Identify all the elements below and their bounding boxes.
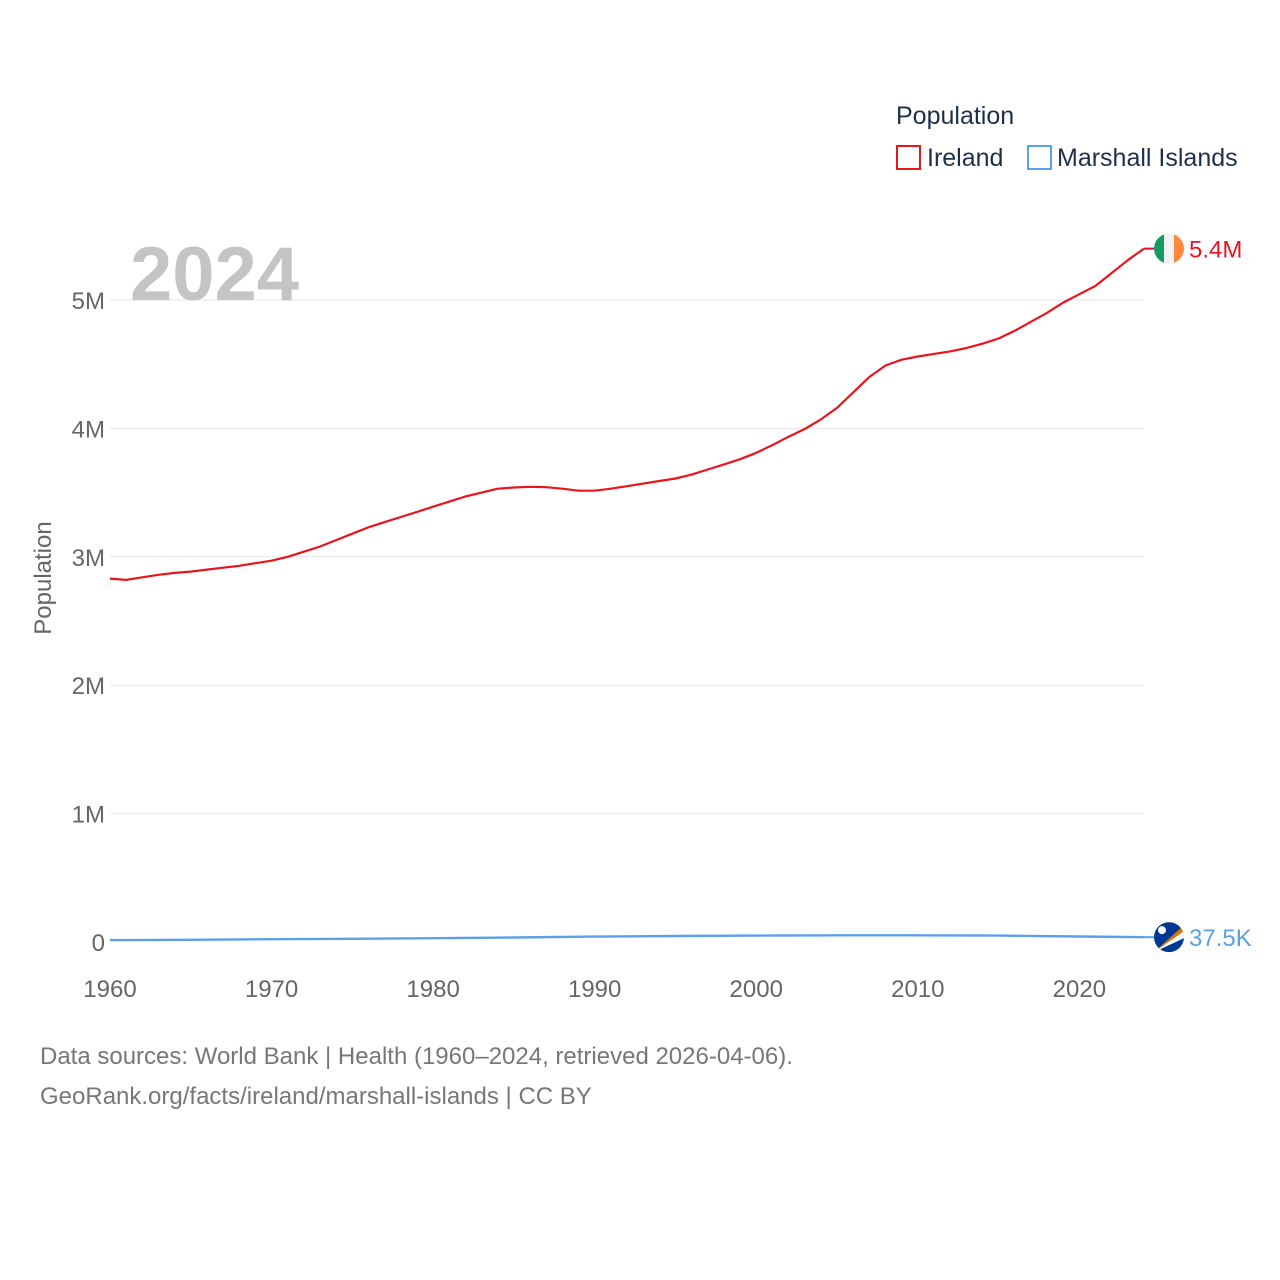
y-tick-label: 5M xyxy=(72,288,105,315)
legend-swatch-ireland xyxy=(896,145,921,170)
y-tick-label: 2M xyxy=(72,673,105,700)
y-tick-label: 4M xyxy=(72,416,105,443)
y-tick-label: 1M xyxy=(72,802,105,829)
legend-label-ireland: Ireland xyxy=(927,144,1003,172)
y-axis: 0 1M 2M 3M 4M 5M xyxy=(72,288,105,957)
legend-label-marshall-islands: Marshall Islands xyxy=(1057,144,1238,172)
x-tick-label: 1970 xyxy=(245,976,298,1003)
marshall-islands-flag-icon xyxy=(1154,922,1184,953)
series-endpoints: 5.4M 37.5K xyxy=(1144,233,1252,953)
x-tick-label: 2000 xyxy=(730,976,783,1003)
end-value-label-ireland: 5.4M xyxy=(1189,237,1242,264)
x-tick-label: 1960 xyxy=(83,976,136,1003)
footer-credit: GeoRank.org/facts/ireland/marshall-islan… xyxy=(40,1083,592,1110)
series-line-marshall-islands[interactable] xyxy=(109,934,1145,942)
gridlines xyxy=(110,299,1144,815)
footer-sources: Data sources: World Bank | Health (1960–… xyxy=(40,1043,793,1070)
x-tick-label: 1980 xyxy=(406,976,459,1003)
end-value-label-marshall-islands: 37.5K xyxy=(1189,925,1252,952)
x-tick-label: 2010 xyxy=(891,976,944,1003)
y-tick-label: 3M xyxy=(72,545,105,572)
x-tick-label: 1990 xyxy=(568,976,621,1003)
legend-swatch-marshall-islands xyxy=(1027,145,1052,170)
legend-item-ireland[interactable]: Ireland xyxy=(896,144,1003,172)
ireland-flag-icon xyxy=(1154,233,1184,264)
series-line-ireland[interactable] xyxy=(109,247,1145,582)
x-tick-label: 2020 xyxy=(1053,976,1106,1003)
y-axis-title: Population xyxy=(30,521,57,634)
current-year-label: 2024 xyxy=(130,232,299,317)
series-lines xyxy=(109,247,1145,942)
legend: Population Ireland Marshall Islands xyxy=(896,102,1238,172)
legend-title: Population xyxy=(896,102,1014,130)
y-tick-label: 0 xyxy=(92,930,105,957)
x-axis: 1960 1970 1980 1990 2000 2010 2020 xyxy=(83,976,1106,1003)
legend-item-marshall-islands[interactable]: Marshall Islands xyxy=(1027,144,1238,172)
